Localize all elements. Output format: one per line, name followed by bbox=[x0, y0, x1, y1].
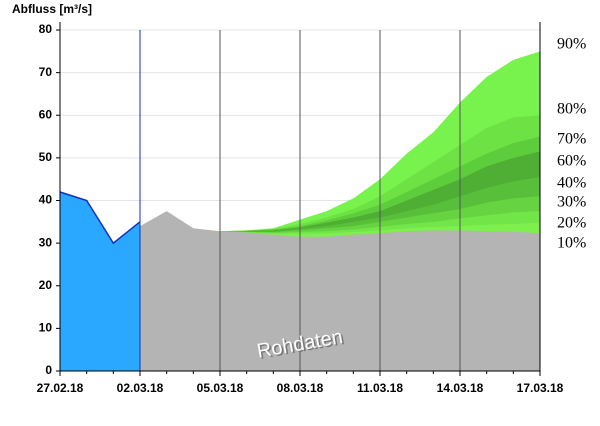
legend-label: 60% bbox=[557, 153, 586, 170]
y-tick-label: 40 bbox=[39, 193, 53, 207]
legend-label: 70% bbox=[557, 131, 586, 148]
legend-label: 30% bbox=[557, 194, 586, 211]
x-tick-label: 02.03.18 bbox=[117, 381, 164, 395]
y-tick-label: 70 bbox=[39, 65, 53, 79]
y-tick-label: 60 bbox=[39, 107, 53, 121]
y-tick-label: 80 bbox=[39, 22, 53, 36]
legend-label: 90% bbox=[557, 36, 586, 53]
observed-area bbox=[60, 191, 140, 371]
y-tick-label: 10 bbox=[39, 321, 53, 335]
x-tick-label: 17.03.18 bbox=[517, 381, 564, 395]
y-tick-label: 0 bbox=[45, 363, 52, 377]
y-tick-label: 30 bbox=[39, 235, 53, 249]
x-tick-label: 14.03.18 bbox=[437, 381, 484, 395]
legend-label: 40% bbox=[557, 175, 586, 192]
y-tick-label: 20 bbox=[39, 278, 53, 292]
x-tick-label: 05.03.18 bbox=[197, 381, 244, 395]
y-tick-label: 50 bbox=[39, 150, 53, 164]
legend-label: 80% bbox=[557, 101, 586, 118]
x-tick-label: 08.03.18 bbox=[277, 381, 324, 395]
observed-area-line bbox=[59, 191, 141, 245]
legend-label: 20% bbox=[557, 215, 586, 232]
raw-area bbox=[140, 211, 540, 371]
chart-title: Abfluss [m³/s] bbox=[12, 2, 92, 16]
x-tick-label: 11.03.18 bbox=[357, 381, 403, 395]
x-tick-label: 27.02.18 bbox=[37, 381, 84, 395]
legend-label: 10% bbox=[557, 235, 586, 252]
